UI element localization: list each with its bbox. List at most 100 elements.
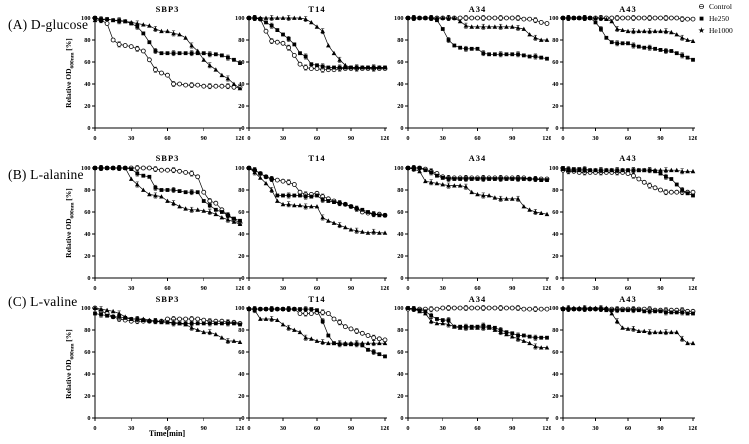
panel-title-t14-l-valine: T14 xyxy=(308,294,326,304)
svg-text:20: 20 xyxy=(238,103,244,110)
svg-text:0: 0 xyxy=(241,415,244,422)
svg-text:60: 60 xyxy=(84,59,90,66)
svg-text:90: 90 xyxy=(657,425,663,432)
svg-text:80: 80 xyxy=(84,37,90,44)
svg-text:0: 0 xyxy=(247,285,250,292)
chart-panel-t14-d-glucose: 0 20 40 60 80 100 0 30 60 90 120 xyxy=(227,10,389,144)
svg-text:90: 90 xyxy=(348,285,354,292)
svg-text:60: 60 xyxy=(625,135,631,142)
svg-text:60: 60 xyxy=(238,59,244,66)
svg-text:60: 60 xyxy=(84,209,90,216)
svg-text:60: 60 xyxy=(238,349,244,356)
svg-text:120: 120 xyxy=(542,285,551,292)
legend-entry-he1000: ★ He1000 xyxy=(697,25,733,36)
chart-panel-a43-l-alanine: 0 20 40 60 80 100 0 30 60 90 120 xyxy=(541,160,697,294)
svg-text:90: 90 xyxy=(657,285,663,292)
svg-text:120: 120 xyxy=(235,135,244,142)
svg-text:90: 90 xyxy=(201,135,207,142)
svg-text:0: 0 xyxy=(561,285,564,292)
filled-square-icon: ■ xyxy=(699,14,704,23)
svg-text:0: 0 xyxy=(93,425,96,432)
svg-text:0: 0 xyxy=(400,275,403,282)
panel-title-a43-d-glucose: A43 xyxy=(619,4,637,14)
svg-text:80: 80 xyxy=(397,187,403,194)
svg-text:60: 60 xyxy=(552,209,558,216)
svg-text:60: 60 xyxy=(397,209,403,216)
svg-text:90: 90 xyxy=(348,425,354,432)
svg-text:30: 30 xyxy=(440,135,446,142)
chart-panel-sbp3-l-alanine: 0 20 40 60 80 100 0 30 60 90 120 xyxy=(73,160,244,294)
svg-text:40: 40 xyxy=(238,81,244,88)
svg-text:60: 60 xyxy=(314,425,320,432)
svg-text:120: 120 xyxy=(542,425,551,432)
svg-text:90: 90 xyxy=(201,285,207,292)
panel-title-a43-l-alanine: A43 xyxy=(619,153,637,163)
panel-title-a43-l-valine: A43 xyxy=(619,294,637,304)
svg-text:60: 60 xyxy=(552,349,558,356)
svg-text:80: 80 xyxy=(397,37,403,44)
svg-text:80: 80 xyxy=(238,37,244,44)
svg-text:60: 60 xyxy=(164,285,170,292)
svg-text:20: 20 xyxy=(552,393,558,400)
svg-text:100: 100 xyxy=(549,305,558,312)
x-axis-title: Time[min] xyxy=(148,429,186,438)
svg-text:120: 120 xyxy=(380,425,389,432)
chart-panel-a43-d-glucose: 0 20 40 60 80 100 0 30 60 90 120 xyxy=(541,10,697,144)
svg-text:20: 20 xyxy=(84,393,90,400)
svg-text:100: 100 xyxy=(394,15,403,22)
svg-text:60: 60 xyxy=(625,285,631,292)
svg-text:100: 100 xyxy=(394,305,403,312)
filled-star-icon: ★ xyxy=(697,26,706,35)
legend-entry-he250: ■ He250 xyxy=(697,13,733,24)
svg-text:100: 100 xyxy=(81,305,90,312)
svg-text:100: 100 xyxy=(394,165,403,172)
svg-text:30: 30 xyxy=(128,285,134,292)
svg-text:0: 0 xyxy=(406,285,409,292)
legend: ⊖ Control ■ He250 ★ He1000 xyxy=(697,1,733,36)
svg-text:100: 100 xyxy=(235,305,244,312)
svg-text:30: 30 xyxy=(128,135,134,142)
chart-panel-sbp3-l-valine: 0 20 40 60 80 100 0 30 60 90 120 xyxy=(73,300,244,434)
panel-title-sbp3-d-glucose: SBP3 xyxy=(155,4,180,14)
svg-text:30: 30 xyxy=(280,135,286,142)
svg-text:30: 30 xyxy=(592,285,598,292)
svg-text:20: 20 xyxy=(552,253,558,260)
svg-text:0: 0 xyxy=(406,135,409,142)
svg-text:0: 0 xyxy=(561,135,564,142)
svg-text:100: 100 xyxy=(235,15,244,22)
svg-text:60: 60 xyxy=(397,349,403,356)
panel-title-a34-l-alanine: A34 xyxy=(468,153,487,163)
svg-text:0: 0 xyxy=(241,275,244,282)
svg-text:30: 30 xyxy=(440,285,446,292)
svg-text:20: 20 xyxy=(397,103,403,110)
row-label-l-valine: (C) L-valine xyxy=(8,294,78,309)
svg-text:80: 80 xyxy=(552,187,558,194)
svg-text:0: 0 xyxy=(93,135,96,142)
svg-text:30: 30 xyxy=(440,425,446,432)
svg-text:0: 0 xyxy=(247,425,250,432)
panel-title-t14-l-alanine: T14 xyxy=(308,153,326,163)
svg-text:100: 100 xyxy=(81,15,90,22)
svg-text:60: 60 xyxy=(474,425,480,432)
svg-text:60: 60 xyxy=(625,425,631,432)
svg-text:90: 90 xyxy=(509,285,515,292)
svg-text:0: 0 xyxy=(241,125,244,132)
svg-text:80: 80 xyxy=(397,327,403,334)
svg-text:80: 80 xyxy=(238,327,244,334)
svg-text:90: 90 xyxy=(348,135,354,142)
legend-entry-control: ⊖ Control xyxy=(697,1,733,12)
svg-text:120: 120 xyxy=(380,285,389,292)
svg-text:20: 20 xyxy=(238,393,244,400)
svg-text:120: 120 xyxy=(542,135,551,142)
svg-text:80: 80 xyxy=(84,187,90,194)
svg-text:0: 0 xyxy=(400,125,403,132)
svg-text:80: 80 xyxy=(84,327,90,334)
panel-title-sbp3-l-valine: SBP3 xyxy=(155,294,180,304)
svg-text:90: 90 xyxy=(509,135,515,142)
svg-text:90: 90 xyxy=(509,425,515,432)
svg-text:120: 120 xyxy=(235,285,244,292)
chart-panel-a34-l-valine: 0 20 40 60 80 100 0 30 60 90 120 xyxy=(386,300,551,434)
svg-text:30: 30 xyxy=(280,285,286,292)
svg-text:20: 20 xyxy=(238,253,244,260)
